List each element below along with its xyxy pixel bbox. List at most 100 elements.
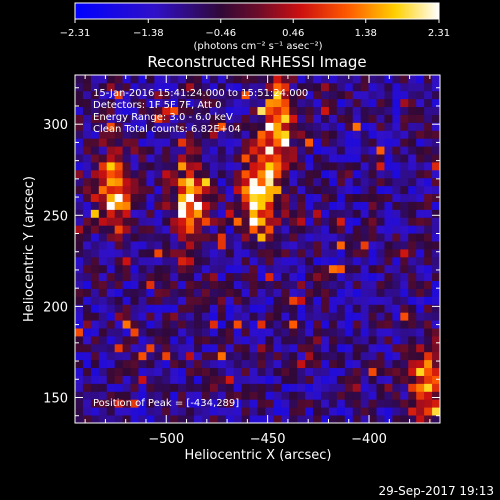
heatmap-cell	[265, 328, 274, 337]
heatmap-cell	[281, 336, 290, 345]
heatmap-cell	[154, 201, 163, 210]
heatmap-cell	[130, 154, 139, 163]
heatmap-cell	[273, 162, 282, 171]
heatmap-cell	[265, 177, 274, 187]
heatmap-cell	[305, 138, 314, 147]
heatmap-cell	[257, 415, 266, 424]
heatmap-cell	[106, 288, 116, 297]
heatmap-cell	[392, 154, 401, 163]
heatmap-cell	[257, 169, 266, 179]
heatmap-cell	[82, 82, 92, 92]
heatmap-cell	[241, 256, 250, 266]
heatmap-cell	[82, 177, 92, 187]
heatmap-cell	[122, 130, 131, 139]
heatmap-cell	[178, 201, 187, 210]
heatmap-cell	[384, 280, 393, 289]
heatmap-cell	[352, 122, 362, 131]
heatmap-cell	[98, 225, 108, 234]
heatmap-cell	[82, 383, 92, 392]
heatmap-cell	[162, 249, 171, 258]
heatmap-cell	[392, 359, 401, 369]
heatmap-cell	[368, 82, 377, 92]
heatmap-cell	[344, 328, 354, 337]
heatmap-cell	[138, 399, 147, 408]
heatmap-cell	[217, 264, 227, 274]
heatmap-cell	[225, 98, 235, 108]
heatmap-cell	[344, 185, 354, 195]
heatmap-cell	[424, 154, 433, 163]
heatmap-cell	[432, 98, 441, 108]
heatmap-cell	[249, 162, 258, 171]
heatmap-cell	[162, 185, 171, 195]
heatmap-cell	[114, 359, 124, 369]
heatmap-cell	[249, 367, 258, 376]
heatmap-cell	[257, 225, 266, 234]
heatmap-cell	[305, 336, 314, 345]
heatmap-cell	[328, 75, 338, 84]
heatmap-cell	[313, 106, 322, 115]
heatmap-cell	[154, 82, 163, 92]
heatmap-cell	[241, 367, 250, 376]
heatmap-cell	[297, 304, 306, 313]
heatmap-cell	[146, 264, 155, 274]
heatmap-cell	[289, 193, 298, 202]
heatmap-cell	[289, 249, 298, 258]
heatmap-cell	[328, 154, 338, 163]
heatmap-cell	[360, 90, 369, 100]
heatmap-cell	[424, 114, 433, 123]
heatmap-cell	[273, 82, 282, 92]
heatmap-cell	[392, 90, 401, 100]
heatmap-cell	[344, 249, 354, 258]
heatmap-cell	[305, 280, 314, 289]
heatmap-cell	[82, 185, 92, 195]
heatmap-cell	[281, 312, 290, 321]
heatmap-cell	[122, 122, 131, 131]
heatmap-cell	[297, 75, 306, 84]
heatmap-cell	[297, 383, 306, 392]
heatmap-cell	[194, 280, 203, 289]
heatmap-cell	[408, 249, 417, 258]
heatmap-cell	[122, 264, 131, 274]
heatmap-cell	[408, 351, 417, 361]
heatmap-cell	[130, 185, 139, 195]
heatmap-cell	[328, 375, 338, 384]
heatmap-cell	[217, 336, 227, 345]
heatmap-cell	[138, 383, 147, 392]
heatmap-cell	[90, 328, 100, 337]
heatmap-cell	[320, 90, 330, 100]
heatmap-cell	[392, 264, 401, 274]
heatmap-cell	[241, 177, 250, 187]
heatmap-cell	[170, 130, 179, 139]
heatmap-cell	[384, 399, 393, 408]
heatmap-cell	[146, 241, 155, 250]
heatmap-cell	[265, 241, 274, 250]
heatmap-cell	[186, 249, 195, 258]
heatmap-cell	[328, 169, 338, 179]
heatmap-cell	[328, 336, 338, 345]
heatmap-cell	[336, 225, 346, 234]
heatmap-cell	[82, 209, 92, 218]
heatmap-cell	[257, 201, 266, 210]
heatmap-cell	[249, 375, 258, 384]
heatmap-cell	[233, 264, 243, 274]
heatmap-cell	[98, 90, 108, 100]
heatmap-cell	[336, 90, 346, 100]
heatmap-cell	[154, 209, 163, 218]
heatmap-cell	[186, 296, 195, 305]
heatmap-cell	[384, 296, 393, 305]
heatmap-cell	[194, 217, 203, 226]
heatmap-cell	[241, 241, 250, 250]
heatmap-cell	[209, 98, 219, 108]
heatmap-cell	[154, 146, 163, 155]
heatmap-cell	[432, 407, 441, 416]
heatmap-cell	[289, 375, 298, 384]
heatmap-cell	[352, 256, 362, 266]
heatmap-cell	[233, 399, 243, 408]
heatmap-cell	[297, 233, 306, 242]
heatmap-cell	[273, 415, 282, 424]
heatmap-cell	[281, 209, 290, 218]
heatmap-cell	[138, 312, 147, 321]
heatmap-cell	[320, 114, 330, 123]
heatmap-cell	[305, 209, 314, 218]
heatmap-cell	[106, 114, 116, 123]
